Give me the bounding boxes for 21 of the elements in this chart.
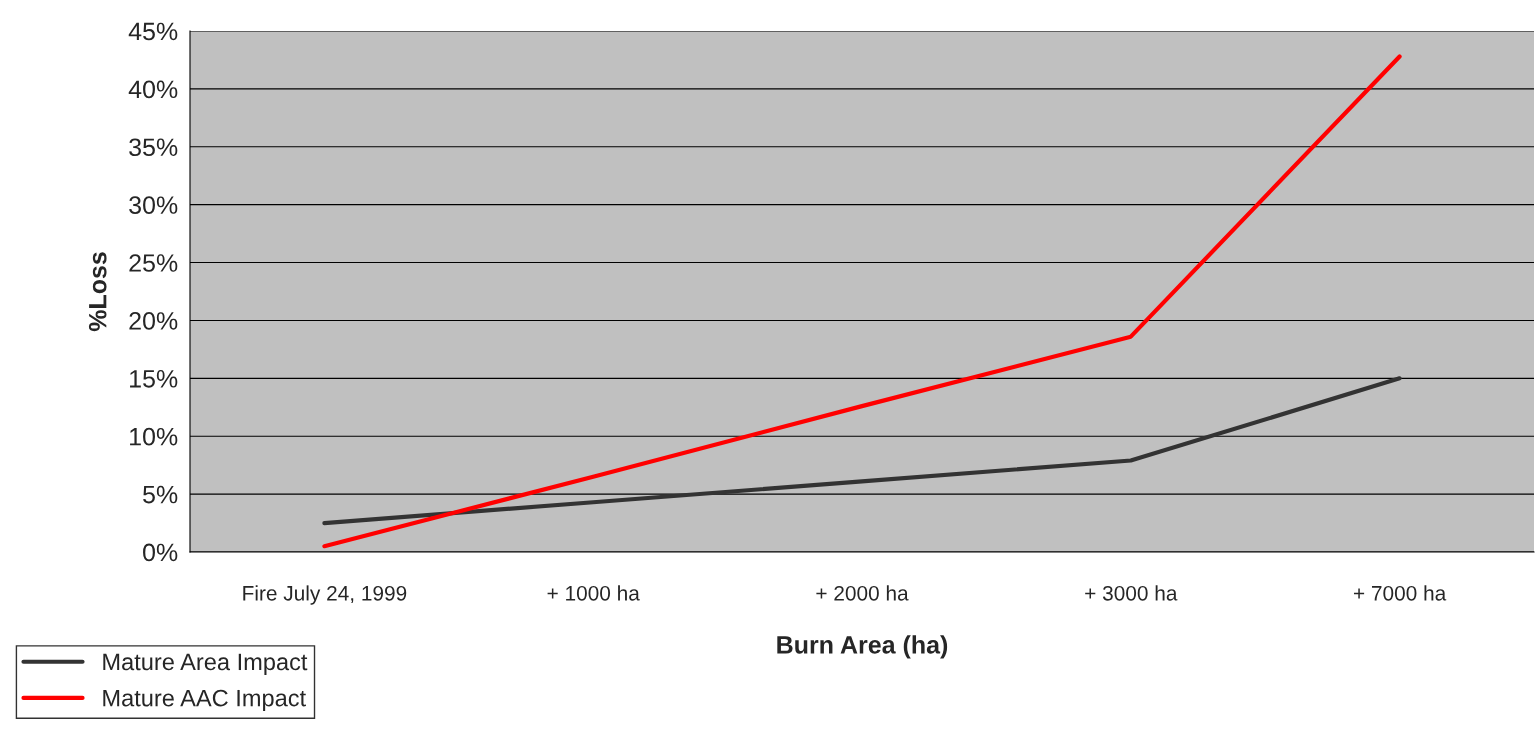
x-tick-label: Fire July 24, 1999 [243,585,407,605]
y-tick-label: 35% [129,138,178,157]
y-tick-label: 30% [129,196,178,214]
y-axis-title: %Loss [88,252,107,332]
y-tick-label: 20% [129,312,178,330]
y-tick-label: 25% [129,254,178,272]
line-series [322,54,1402,549]
y-tick-label: 10% [130,427,178,446]
legend-label: Mature Area Impact [103,653,308,675]
y-tick-label: 40% [128,80,178,99]
legend-label: Mature AAC Impact [103,689,306,712]
x-tick-label: + 7000 ha [1353,585,1447,601]
y-tick-label: 0% [143,543,178,562]
x-tick-label: + 3000 ha [1085,585,1178,601]
x-tick-label: + 2000 ha [816,585,909,601]
line-series [322,376,1402,526]
y-tick-label: 45% [128,22,178,41]
x-tick-label: + 1000 ha [547,585,640,601]
x-axis-title: Burn Area (ha) [777,635,948,659]
y-tick-label: 5% [143,485,178,504]
y-tick-label: 15% [130,370,178,388]
